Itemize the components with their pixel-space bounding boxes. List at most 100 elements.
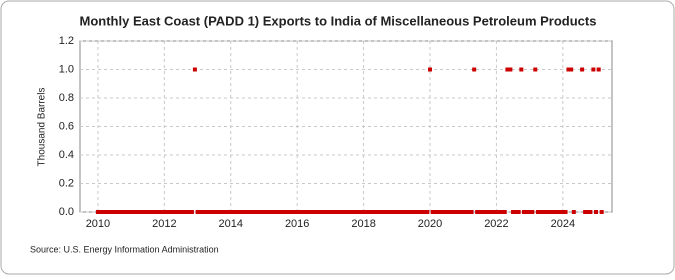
point bbox=[261, 210, 266, 214]
y-tick-label: 0.0 bbox=[59, 206, 74, 218]
point bbox=[184, 210, 189, 214]
point bbox=[367, 210, 372, 214]
point bbox=[524, 210, 529, 214]
point bbox=[361, 210, 366, 214]
point bbox=[558, 210, 563, 214]
point bbox=[148, 210, 153, 214]
point bbox=[380, 210, 385, 214]
point bbox=[104, 210, 109, 214]
point bbox=[516, 210, 521, 214]
point bbox=[212, 210, 217, 214]
point bbox=[386, 210, 391, 214]
point bbox=[455, 210, 460, 214]
chart-title: Monthly East Coast (PADD 1) Exports to I… bbox=[80, 13, 597, 28]
point bbox=[173, 210, 178, 214]
source: Source: U.S. Energy Information Administ… bbox=[30, 244, 219, 254]
point bbox=[566, 67, 571, 72]
point bbox=[140, 210, 145, 214]
point bbox=[248, 210, 253, 214]
point bbox=[239, 210, 244, 214]
point bbox=[580, 67, 585, 72]
point bbox=[278, 210, 283, 214]
point bbox=[106, 210, 111, 214]
point bbox=[342, 210, 347, 214]
point bbox=[303, 210, 308, 214]
point bbox=[206, 210, 211, 214]
point bbox=[189, 210, 194, 214]
point bbox=[170, 210, 175, 214]
x-tick-label: 2012 bbox=[152, 218, 176, 230]
point bbox=[192, 67, 197, 72]
point bbox=[231, 210, 236, 214]
point bbox=[123, 210, 128, 214]
point bbox=[198, 210, 203, 214]
point bbox=[422, 210, 427, 214]
point bbox=[253, 210, 258, 214]
point bbox=[569, 67, 574, 72]
point bbox=[311, 210, 316, 214]
point bbox=[378, 210, 383, 214]
point bbox=[502, 210, 507, 214]
point bbox=[383, 210, 388, 214]
point bbox=[521, 210, 526, 214]
point bbox=[300, 210, 305, 214]
point bbox=[267, 210, 272, 214]
point bbox=[270, 210, 275, 214]
point bbox=[286, 210, 291, 214]
point bbox=[126, 210, 131, 214]
point bbox=[444, 210, 449, 214]
point bbox=[242, 210, 247, 214]
point bbox=[181, 210, 186, 214]
point bbox=[115, 210, 120, 214]
point bbox=[511, 210, 516, 214]
point bbox=[322, 210, 327, 214]
point bbox=[162, 210, 167, 214]
point bbox=[571, 210, 576, 214]
point bbox=[419, 210, 424, 214]
x-tick-label: 2024 bbox=[551, 218, 575, 230]
point bbox=[486, 210, 491, 214]
point bbox=[223, 210, 228, 214]
point bbox=[256, 210, 261, 214]
x-tick-label: 2022 bbox=[484, 218, 508, 230]
point bbox=[334, 210, 339, 214]
point bbox=[220, 210, 225, 214]
point bbox=[226, 210, 231, 214]
point bbox=[320, 210, 325, 214]
point bbox=[159, 210, 164, 214]
point bbox=[394, 210, 399, 214]
point bbox=[101, 210, 106, 214]
point bbox=[98, 210, 103, 214]
point bbox=[538, 210, 543, 214]
point bbox=[178, 210, 183, 214]
point bbox=[195, 210, 200, 214]
point bbox=[364, 210, 369, 214]
point bbox=[497, 210, 502, 214]
point bbox=[533, 67, 538, 72]
point bbox=[234, 210, 239, 214]
point bbox=[336, 210, 341, 214]
point bbox=[237, 210, 242, 214]
point bbox=[259, 210, 264, 214]
point bbox=[347, 210, 352, 214]
point bbox=[355, 210, 360, 214]
point bbox=[505, 67, 510, 72]
point bbox=[596, 67, 601, 72]
point bbox=[217, 210, 222, 214]
point bbox=[154, 210, 159, 214]
point bbox=[430, 210, 435, 214]
point bbox=[214, 210, 219, 214]
point bbox=[284, 210, 289, 214]
point bbox=[425, 210, 430, 214]
point bbox=[201, 210, 206, 214]
point bbox=[264, 210, 269, 214]
point bbox=[156, 210, 161, 214]
point bbox=[450, 210, 455, 214]
point bbox=[438, 210, 443, 214]
x-tick-label: 2016 bbox=[285, 218, 309, 230]
point bbox=[344, 210, 349, 214]
point bbox=[331, 210, 336, 214]
point bbox=[585, 210, 590, 214]
point bbox=[563, 210, 568, 214]
